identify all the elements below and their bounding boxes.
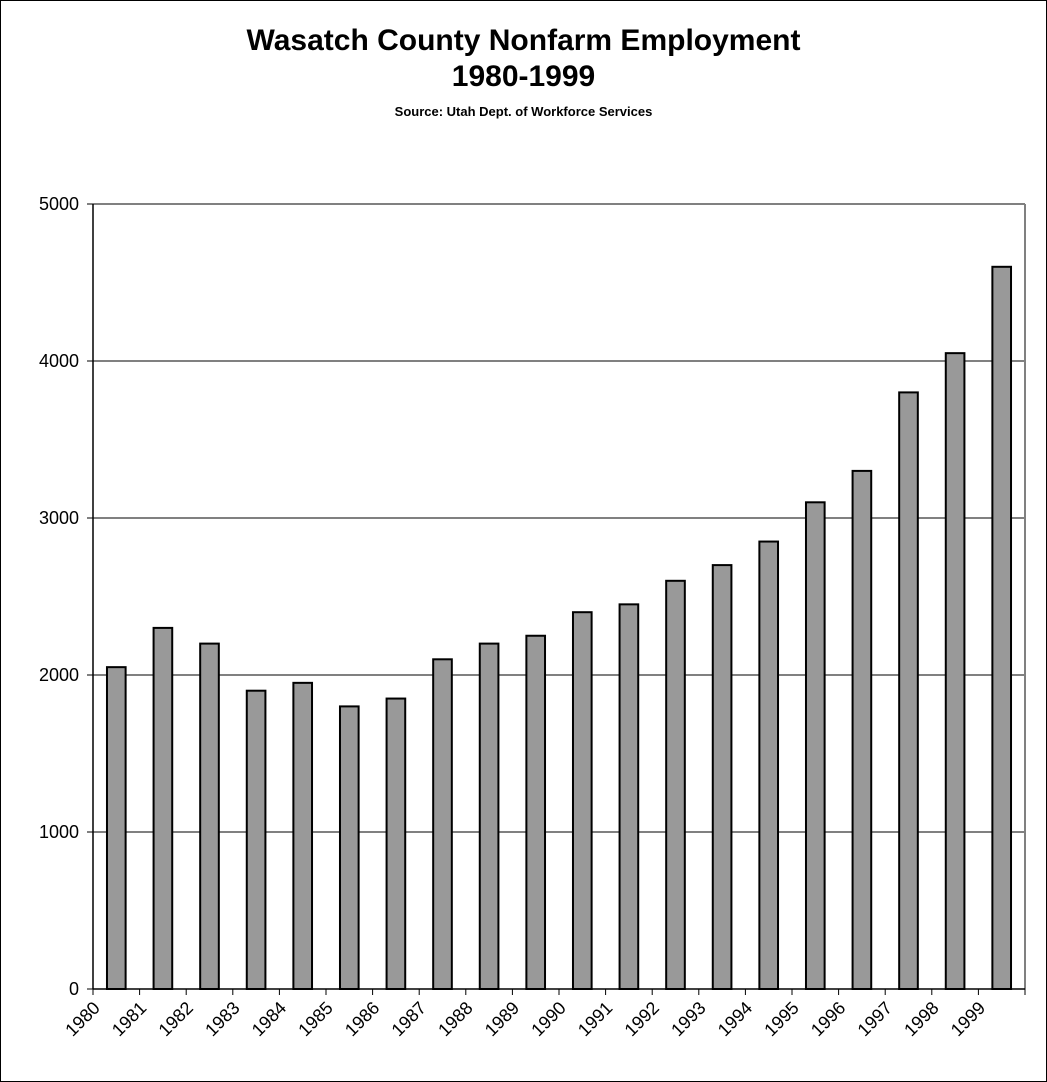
- bar: [618, 603, 640, 990]
- bar: [851, 469, 873, 990]
- x-tick-label: 1999: [947, 998, 989, 1040]
- bar: [804, 501, 826, 990]
- bar: [385, 697, 407, 990]
- bar: [758, 540, 780, 990]
- y-tick-label: 4000: [39, 351, 79, 371]
- x-tick-label: 1990: [527, 998, 569, 1040]
- x-tick-label: 1986: [341, 998, 383, 1040]
- x-tick-label: 1992: [621, 998, 663, 1040]
- x-tick-label: 1996: [807, 998, 849, 1040]
- bar: [665, 579, 686, 990]
- x-tick-label: 1981: [108, 998, 150, 1040]
- x-tick-label: 1989: [481, 998, 523, 1040]
- bar: [478, 642, 500, 990]
- bar: [991, 265, 1013, 990]
- chart-title: Wasatch County Nonfarm Employment: [246, 24, 801, 57]
- bar: [898, 391, 919, 990]
- y-tick-label: 1000: [39, 822, 79, 842]
- bar: [571, 611, 593, 990]
- x-tick-label: 1987: [388, 998, 430, 1040]
- x-tick-label: 1985: [294, 998, 336, 1040]
- x-tick-label: 1980: [61, 998, 103, 1040]
- x-tick-label: 1991: [574, 998, 616, 1040]
- bar: [711, 564, 733, 990]
- chart-source: Source: Utah Dept. of Workforce Services: [394, 104, 653, 119]
- bar: [199, 642, 220, 990]
- y-tick-label: 3000: [39, 508, 79, 528]
- y-tick-label: 2000: [39, 665, 79, 685]
- x-tick-label: 1984: [248, 998, 290, 1040]
- bar: [525, 634, 547, 990]
- x-tick-label: 1983: [201, 998, 243, 1040]
- x-tick-label: 1995: [760, 998, 802, 1040]
- chart-subtitle: 1980-1999: [451, 60, 596, 93]
- x-tick-label: 1993: [667, 998, 709, 1040]
- x-tick-label: 1997: [854, 998, 896, 1040]
- bar: [105, 666, 127, 991]
- x-tick-label: 1982: [155, 998, 197, 1040]
- bar: [152, 626, 174, 991]
- y-tick-label: 0: [69, 979, 79, 999]
- y-tick-label: 5000: [39, 194, 79, 214]
- x-tick-label: 1994: [714, 998, 756, 1040]
- x-tick-label: 1988: [434, 998, 476, 1040]
- x-tick-label: 1998: [900, 998, 942, 1040]
- bar: [245, 689, 267, 990]
- bar: [944, 352, 966, 990]
- bar: [338, 705, 360, 991]
- bar: [292, 681, 314, 990]
- bar: [432, 658, 453, 990]
